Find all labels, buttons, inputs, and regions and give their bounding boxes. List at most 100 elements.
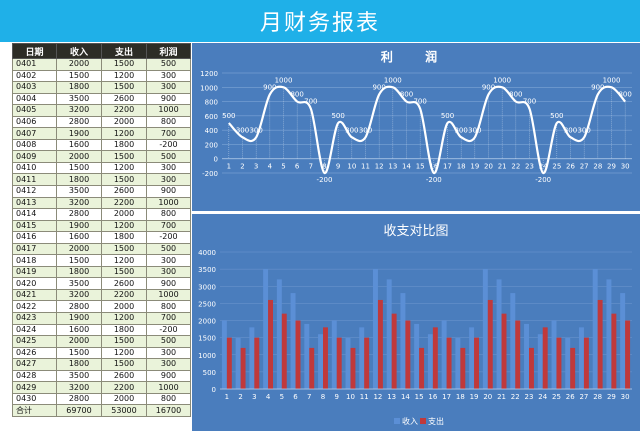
cell-profit[interactable]: 900: [146, 369, 191, 383]
cell-income[interactable]: 1600: [56, 323, 102, 337]
cell-income[interactable]: 3500: [56, 277, 102, 290]
cell-profit[interactable]: 800: [146, 300, 191, 314]
cell-expense[interactable]: 1200: [101, 219, 147, 233]
cell-date[interactable]: 0430: [12, 392, 57, 406]
cell-income[interactable]: 1600: [56, 231, 102, 244]
header-expense[interactable]: 支出: [101, 43, 147, 59]
cell-profit[interactable]: 300: [146, 346, 191, 360]
cell-expense[interactable]: 1500: [101, 242, 147, 256]
cell-profit[interactable]: 500: [146, 150, 191, 163]
cell-expense[interactable]: 1500: [101, 58, 147, 71]
cell-profit[interactable]: 500: [146, 335, 191, 348]
cell-profit[interactable]: 1000: [146, 288, 191, 302]
cell-profit[interactable]: 900: [146, 277, 191, 290]
cell-profit[interactable]: 900: [146, 92, 191, 106]
cell-expense[interactable]: 1200: [101, 254, 147, 267]
header-profit[interactable]: 利润: [146, 43, 191, 59]
cell-profit[interactable]: 300: [146, 358, 191, 371]
cell-income[interactable]: 2800: [56, 115, 102, 129]
cell-date[interactable]: 0417: [12, 242, 57, 256]
cell-date[interactable]: 0404: [12, 92, 57, 106]
cell-date[interactable]: 0420: [12, 277, 57, 290]
cell-profit[interactable]: 1000: [146, 381, 191, 394]
cell-profit[interactable]: 800: [146, 115, 191, 129]
cell-expense[interactable]: 1500: [101, 265, 147, 279]
cell-profit[interactable]: 800: [146, 208, 191, 221]
cell-profit[interactable]: 500: [146, 58, 191, 71]
cell-income[interactable]: 2800: [56, 392, 102, 406]
cell-expense[interactable]: 1500: [101, 173, 147, 186]
cell-profit[interactable]: 300: [146, 161, 191, 175]
cell-income[interactable]: 1800: [56, 81, 102, 94]
cell-income[interactable]: 1800: [56, 358, 102, 371]
cell-income[interactable]: 1500: [56, 254, 102, 267]
total-label[interactable]: 合计: [12, 404, 57, 417]
cell-profit[interactable]: 300: [146, 173, 191, 186]
cell-expense[interactable]: 2000: [101, 115, 147, 129]
cell-date[interactable]: 0411: [12, 173, 57, 186]
cell-date[interactable]: 0409: [12, 150, 57, 163]
cell-income[interactable]: 2800: [56, 300, 102, 314]
cell-date[interactable]: 0410: [12, 161, 57, 175]
cell-expense[interactable]: 2200: [101, 288, 147, 302]
cell-income[interactable]: 1500: [56, 69, 102, 83]
cell-date[interactable]: 0428: [12, 369, 57, 383]
cell-expense[interactable]: 1800: [101, 231, 147, 244]
cell-date[interactable]: 0419: [12, 265, 57, 279]
cell-expense[interactable]: 2600: [101, 92, 147, 106]
cell-income[interactable]: 2000: [56, 58, 102, 71]
cell-date[interactable]: 0422: [12, 300, 57, 314]
cell-expense[interactable]: 1200: [101, 346, 147, 360]
cell-expense[interactable]: 1800: [101, 138, 147, 152]
cell-profit[interactable]: 300: [146, 69, 191, 83]
cell-date[interactable]: 0406: [12, 115, 57, 129]
cell-profit[interactable]: 300: [146, 81, 191, 94]
cell-profit[interactable]: 700: [146, 127, 191, 140]
cell-expense[interactable]: 1200: [101, 161, 147, 175]
cell-expense[interactable]: 2600: [101, 369, 147, 383]
cell-date[interactable]: 0418: [12, 254, 57, 267]
cell-expense[interactable]: 2200: [101, 196, 147, 210]
total-income[interactable]: 69700: [56, 404, 102, 417]
cell-income[interactable]: 1600: [56, 138, 102, 152]
cell-date[interactable]: 0421: [12, 288, 57, 302]
cell-date[interactable]: 0413: [12, 196, 57, 210]
header-date[interactable]: 日期: [12, 43, 57, 59]
cell-income[interactable]: 2000: [56, 242, 102, 256]
cell-income[interactable]: 3200: [56, 196, 102, 210]
cell-date[interactable]: 0403: [12, 81, 57, 94]
cell-date[interactable]: 0416: [12, 231, 57, 244]
cell-date[interactable]: 0405: [12, 104, 57, 117]
cell-income[interactable]: 2800: [56, 208, 102, 221]
cell-profit[interactable]: 1000: [146, 104, 191, 117]
cell-date[interactable]: 0424: [12, 323, 57, 337]
cell-date[interactable]: 0401: [12, 58, 57, 71]
cell-income[interactable]: 3500: [56, 92, 102, 106]
cell-date[interactable]: 0426: [12, 346, 57, 360]
cell-profit[interactable]: 500: [146, 242, 191, 256]
cell-expense[interactable]: 1500: [101, 150, 147, 163]
cell-expense[interactable]: 1500: [101, 81, 147, 94]
cell-income[interactable]: 1800: [56, 265, 102, 279]
cell-expense[interactable]: 2600: [101, 185, 147, 198]
cell-expense[interactable]: 2000: [101, 392, 147, 406]
cell-profit[interactable]: -200: [146, 323, 191, 337]
cell-income[interactable]: 2000: [56, 335, 102, 348]
cell-expense[interactable]: 1200: [101, 312, 147, 325]
cell-income[interactable]: 3200: [56, 288, 102, 302]
cell-date[interactable]: 0402: [12, 69, 57, 83]
cell-income[interactable]: 3500: [56, 369, 102, 383]
cell-income[interactable]: 2000: [56, 150, 102, 163]
cell-date[interactable]: 0415: [12, 219, 57, 233]
cell-income[interactable]: 1800: [56, 173, 102, 186]
cell-profit[interactable]: 1000: [146, 196, 191, 210]
cell-expense[interactable]: 1200: [101, 69, 147, 83]
cell-expense[interactable]: 2000: [101, 300, 147, 314]
cell-income[interactable]: 1900: [56, 127, 102, 140]
profit-chart-panel[interactable]: -200 0 200 400 600 800 1000 1200 1 2 3 4 5 6 7 8 9 10 11 12…: [192, 43, 640, 211]
compare-chart-panel[interactable]: 0 500 1000 1500 2000 2500 3000 3500 4000 1 2 3 4 5 6 7 8…: [192, 214, 640, 431]
cell-date[interactable]: 0429: [12, 381, 57, 394]
cell-income[interactable]: 1500: [56, 346, 102, 360]
total-profit[interactable]: 16700: [146, 404, 191, 417]
cell-income[interactable]: 3200: [56, 381, 102, 394]
